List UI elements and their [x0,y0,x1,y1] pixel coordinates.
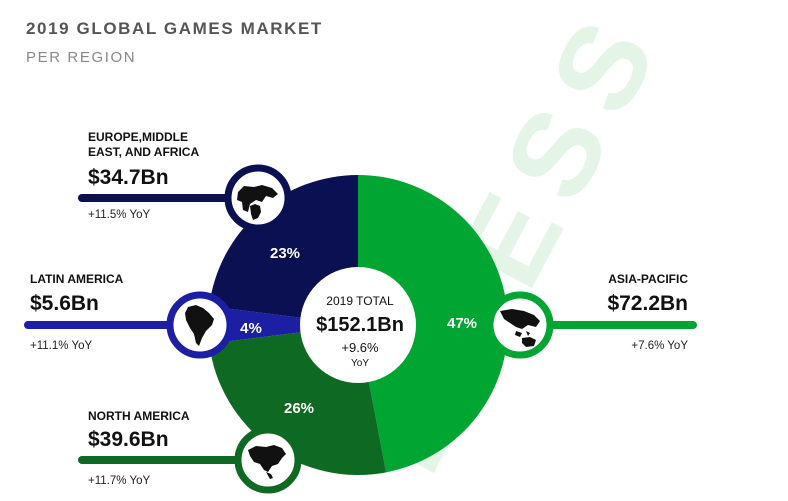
north-america-map-icon [234,426,302,494]
donut-center [300,267,416,383]
center-growth: +9.6% [341,340,379,355]
na-percent-label: 26% [284,400,314,417]
south-america-map-icon [166,291,234,359]
emea-value: $34.7Bn [88,166,169,189]
latam-slice [208,306,358,344]
na-value: $39.6Bn [88,428,169,451]
apac-value: $72.2Bn [607,292,688,315]
latam-value: $5.6Bn [30,292,99,315]
latam-name: LATIN AMERICA [30,272,124,286]
apac-percent-label: 47% [447,315,477,332]
apac-slice [358,175,508,473]
emea-name-line2: EAST, AND AFRICA [88,145,199,159]
europe-africa-map-icon [224,164,292,232]
chart-title: 2019 GLOBAL GAMES MARKET [26,19,323,38]
center-label: 2019 TOTAL [326,294,394,308]
center-yoy: YoY [351,358,369,369]
na-name: NORTH AMERICA [88,409,190,423]
latam-growth: +11.1% YoY [30,340,92,352]
center-value: $152.1Bn [316,314,404,336]
emea-name-line1: EUROPE,MIDDLE [88,130,188,144]
emea-percent-label: 23% [270,245,300,262]
apac-name: ASIA-PACIFIC [608,272,688,286]
emea-growth: +11.5% YoY [88,209,150,221]
latam-percent-label: 4% [240,320,262,337]
chart-subtitle: PER REGION [26,49,137,66]
asia-pacific-map-icon [486,291,554,359]
na-growth: +11.7% YoY [88,475,150,487]
apac-growth: +7.6% YoY [631,340,688,352]
